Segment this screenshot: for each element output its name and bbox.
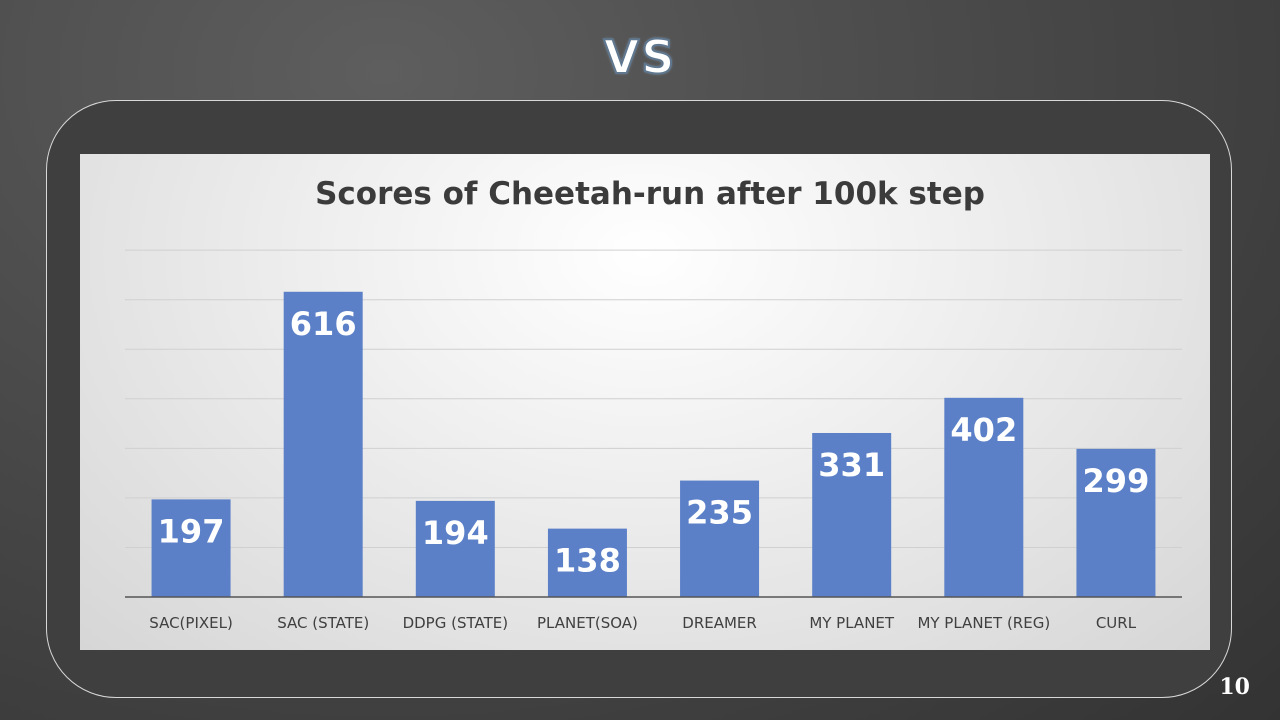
tick-label: MY PLANET (REG) [917,614,1050,632]
bar [283,291,363,597]
tick-label: SAC (STATE) [277,614,369,632]
bar [151,499,231,597]
bar [1076,448,1156,597]
bar [547,528,627,597]
tick-label: SAC(PIXEL) [149,614,233,632]
tick-label: PLANET(SOA) [537,614,638,632]
slide-title: VS [603,29,677,85]
bars: 197 616 194 138 235 331 402 299 [151,291,1156,597]
data-label: 194 [422,514,489,552]
tick-label: MY PLANET [809,614,895,632]
data-label: 197 [158,512,225,550]
tick-label: DREAMER [682,614,757,632]
category-labels: SAC(PIXEL) SAC (STATE) DDPG (STATE) PLANET(… [149,614,1136,632]
tick-label: DDPG (STATE) [403,614,509,632]
data-label: 138 [554,542,621,580]
bar-chart: Scores of Cheetah-run after 100k step 19… [125,176,1182,632]
chart-area: Scores of Cheetah-run after 100k step 19… [80,154,1210,650]
bar [944,397,1024,597]
gridlines [125,249,1182,548]
page-number: 10 [1219,674,1250,700]
data-label: 235 [686,494,753,532]
chart-title: Scores of Cheetah-run after 100k step [315,176,985,212]
data-label: 402 [950,411,1017,449]
bar [812,432,892,597]
bar [415,500,495,597]
bar [680,480,760,597]
data-label: 331 [818,446,885,484]
data-label: 299 [1083,462,1150,500]
data-label: 616 [290,305,357,343]
tick-label: CURL [1096,614,1137,632]
